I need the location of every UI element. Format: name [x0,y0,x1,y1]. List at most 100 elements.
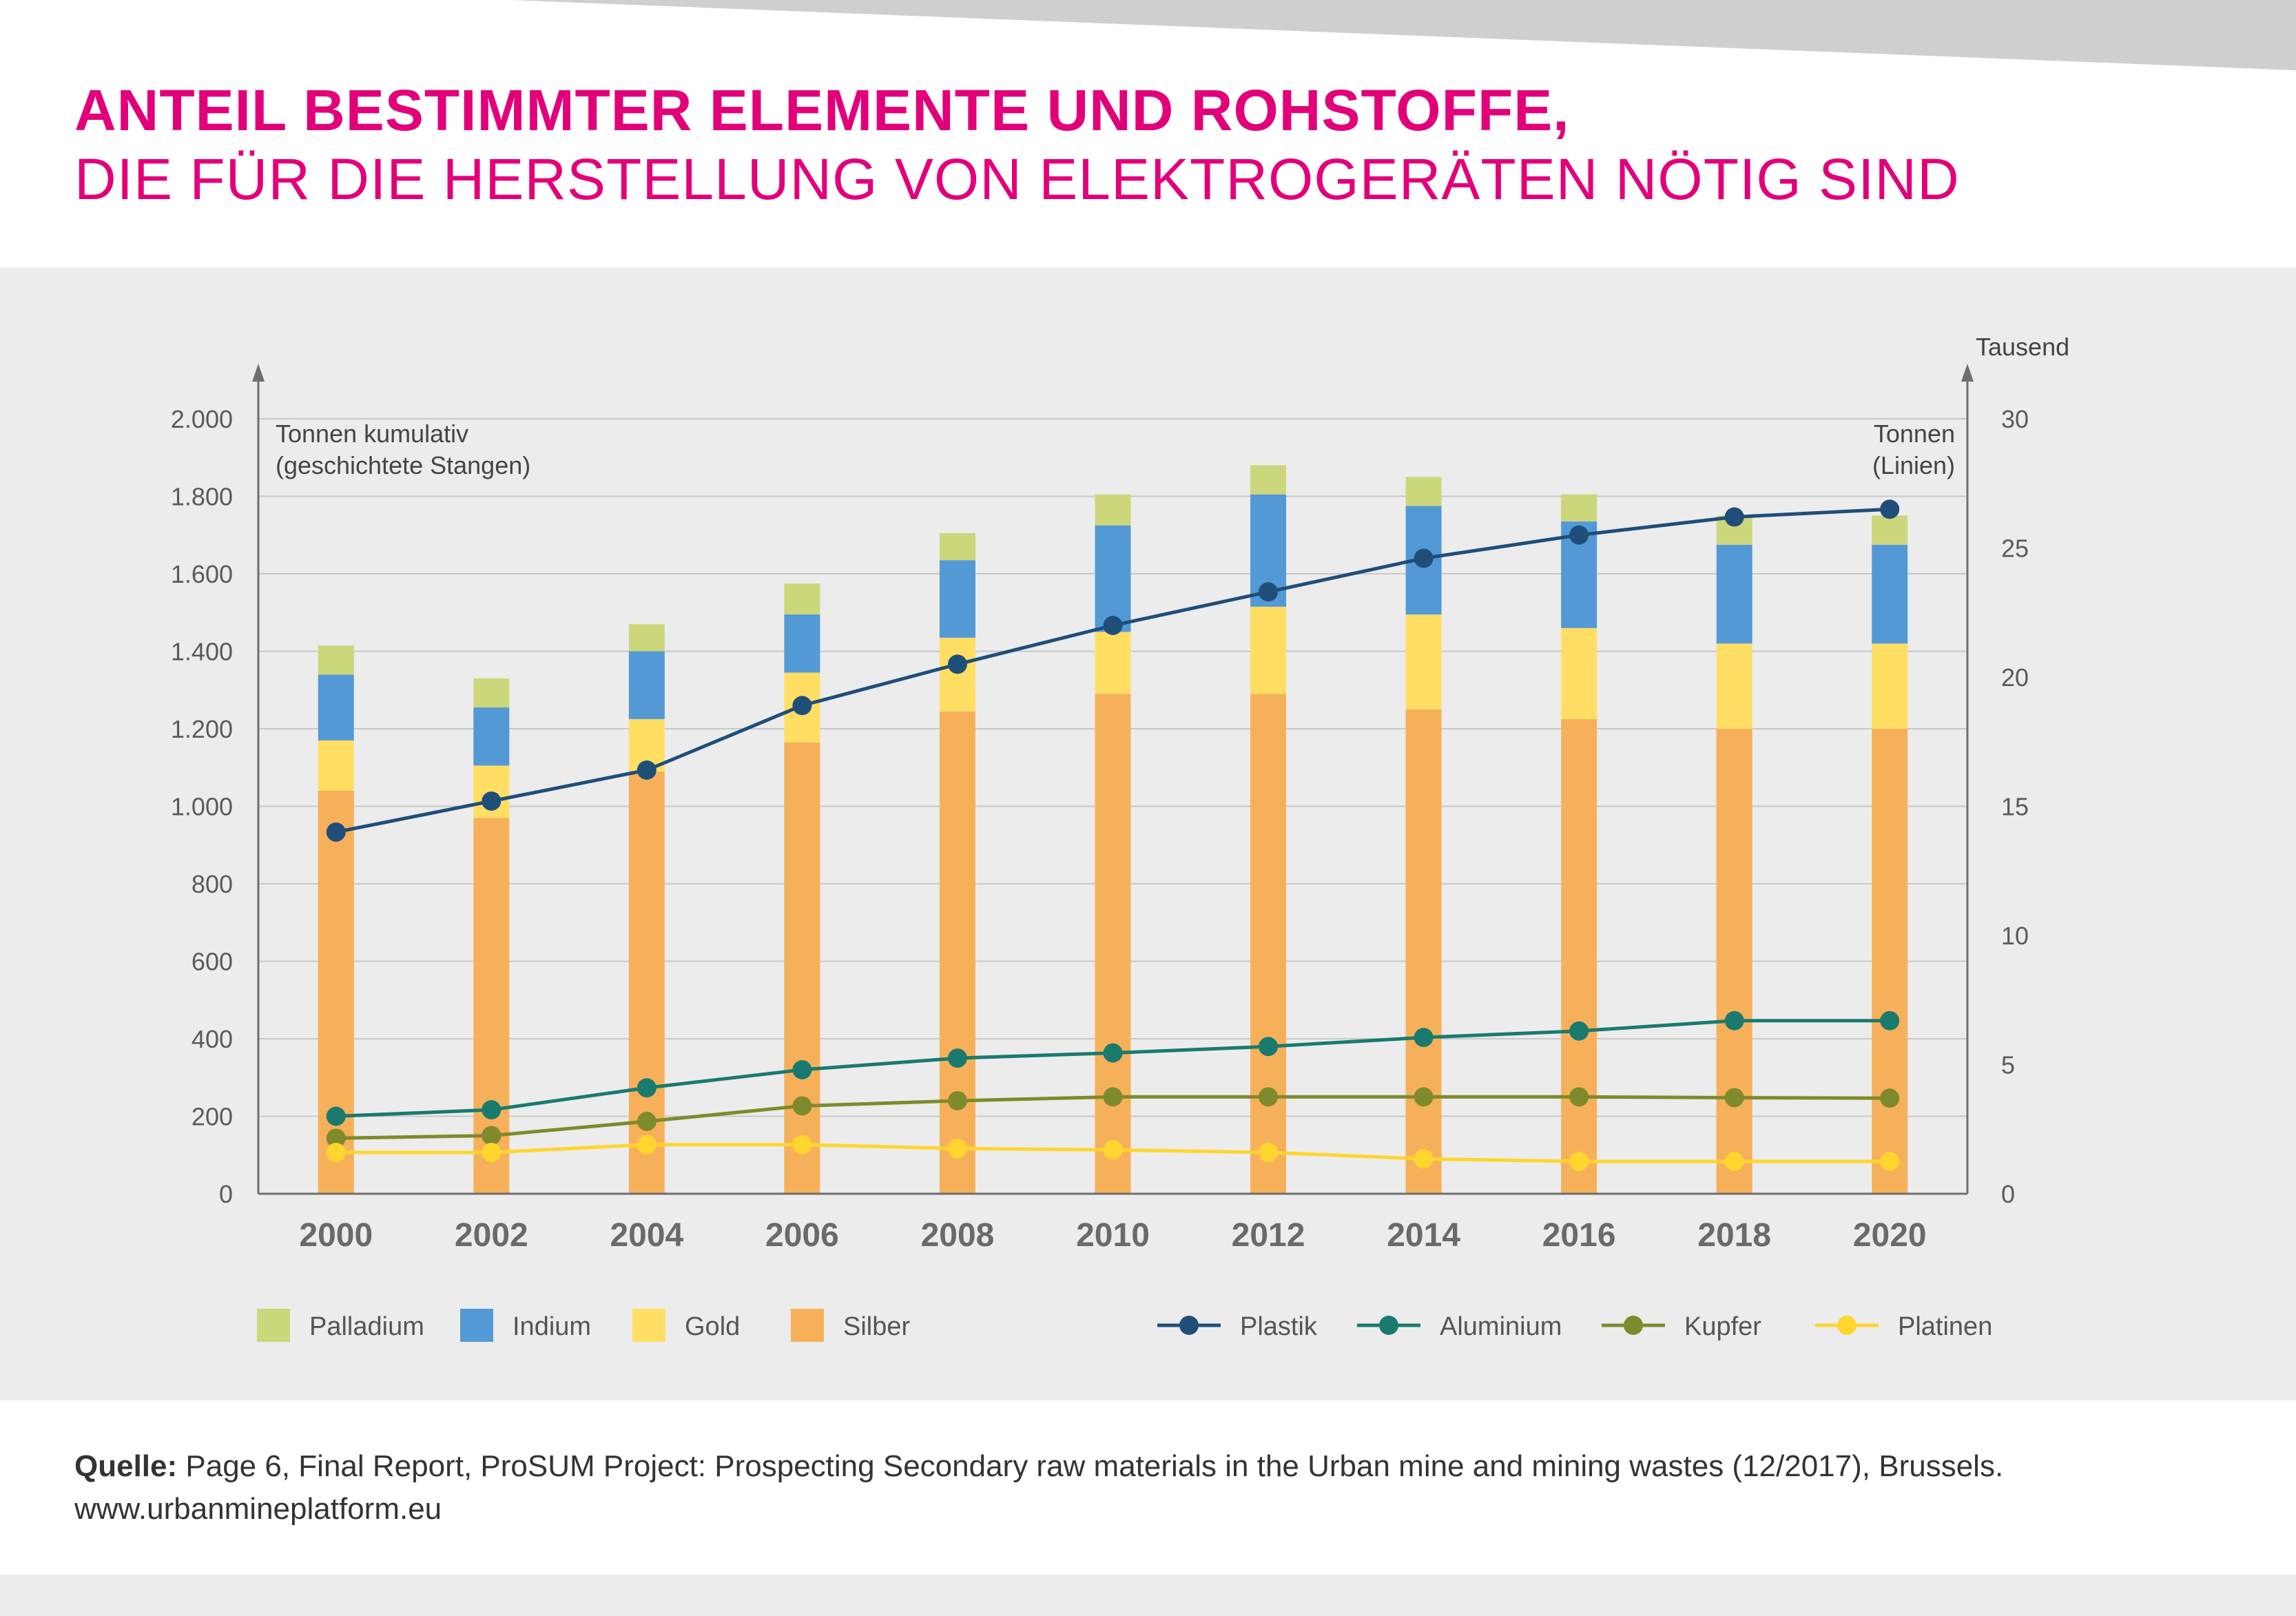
point-aluminium [637,1078,656,1098]
bar-indium [1716,544,1752,644]
bar-gold [1872,643,1908,729]
right-tick-label: 10 [2001,922,2029,950]
bar-silber [1405,709,1442,1194]
point-platinen [1259,1143,1279,1162]
line-layer [326,499,1900,1172]
point-platinen [326,1143,346,1162]
legend-marker-plastik [1179,1316,1199,1335]
point-aluminium [1103,1043,1123,1063]
legend-label-silber: Silber [843,1312,910,1341]
bar-palladium [1872,515,1908,545]
source-text: Page 6, Final Report, ProSUM Project: Pr… [185,1449,2004,1483]
point-kupfer [482,1126,501,1146]
point-kupfer [792,1096,812,1116]
left-tick-label: 2.000 [171,405,233,433]
point-plastik [1103,616,1123,635]
right-tick-label: 30 [2001,405,2029,433]
point-kupfer [637,1112,656,1131]
legend-marker-aluminium [1379,1316,1398,1335]
left-axis-title-2: (geschichtete Stangen) [276,451,530,479]
x-tick-label: 2008 [921,1217,995,1254]
point-kupfer [1880,1088,1900,1108]
bar-palladium [784,583,820,615]
right-tick-label: 15 [2001,793,2029,821]
point-plastik [326,822,346,842]
bar-gold [939,637,975,712]
left-tick-label: 0 [219,1180,233,1208]
point-aluminium [947,1048,967,1068]
point-platinen [482,1143,501,1162]
bar-palladium [1250,465,1287,495]
combo-chart: 02004006008001.0001.2001.4001.6001.8002.… [171,333,2069,1342]
left-tick-label: 1.200 [171,715,233,743]
point-kupfer [1414,1087,1434,1107]
left-tick-label: 800 [192,870,233,898]
title-line-2: DIE FÜR DIE HERSTELLUNG VON ELEKTROGERÄT… [74,147,1960,211]
right-axis-unit: Tausend [1976,333,2069,361]
right-tick-label: 20 [2001,663,2029,692]
left-tick-label: 1.600 [171,560,233,588]
point-plastik [1259,582,1279,602]
point-plastik [1880,499,1900,519]
source-label: Quelle: [74,1449,178,1483]
left-tick-label: 1.800 [171,483,233,511]
legend-label-plastik: Plastik [1240,1312,1318,1341]
point-kupfer [1103,1087,1123,1107]
legend-label-gold: Gold [685,1312,740,1341]
left-tick-label: 1.000 [171,793,233,821]
point-platinen [1414,1149,1434,1169]
text-layer: 02004006008001.0001.2001.4001.6001.8002.… [171,333,2069,1254]
point-platinen [1569,1152,1589,1172]
bar-gold [1250,606,1287,694]
point-plastik [637,760,656,780]
right-axis-arrow [1961,364,1974,382]
title-line-1: ANTEIL BESTIMMTER ELEMENTE UND ROHSTOFFE… [74,78,1570,143]
bar-silber [939,711,975,1194]
point-platinen [792,1135,812,1154]
point-platinen [1724,1152,1744,1172]
bar-silber [1250,694,1287,1194]
point-kupfer [1259,1087,1279,1107]
point-kupfer [947,1091,967,1110]
right-axis-title-1: Tonnen [1874,419,1955,448]
x-tick-label: 2012 [1232,1217,1305,1254]
legend-marker-kupfer [1624,1316,1643,1335]
bar-silber [1716,729,1752,1194]
point-kupfer [1724,1088,1744,1108]
right-tick-label: 25 [2001,535,2029,563]
point-aluminium [1259,1037,1279,1057]
point-plastik [1569,525,1589,545]
bar-gold [1405,614,1442,709]
point-platinen [1103,1140,1123,1160]
point-aluminium [792,1060,812,1079]
bar-indium [628,651,665,719]
point-platinen [947,1139,967,1159]
point-aluminium [1880,1011,1900,1030]
bar-indium [784,614,820,673]
legend-marker-platinen [1837,1316,1857,1335]
legend-label-platinen: Platinen [1898,1312,1992,1341]
bar-palladium [1405,477,1442,506]
point-plastik [792,696,812,716]
x-tick-label: 2018 [1697,1217,1771,1254]
point-kupfer [1569,1087,1589,1107]
x-tick-label: 2014 [1387,1217,1460,1254]
legend-layer: Palladium Indium Gold Silber Plastik Aluminiu… [257,1309,1992,1342]
page-title: ANTEIL BESTIMMTER ELEMENTE UND ROHSTOFFE… [74,76,2210,214]
x-tick-label: 2000 [299,1217,373,1254]
left-axis-arrow [252,364,265,382]
left-axis-title-1: Tonnen kumulativ [276,419,468,448]
bar-indium [939,560,975,638]
bar-indium [1872,544,1908,644]
bar-gold [318,740,354,791]
bar-gold [1716,643,1752,729]
point-aluminium [1724,1011,1744,1030]
point-plastik [947,654,967,674]
x-tick-label: 2006 [765,1217,839,1254]
left-tick-label: 400 [192,1025,233,1053]
legend-swatch-palladium [257,1309,290,1342]
legend-label-indium: Indium [513,1312,591,1341]
legend-swatch-silber [791,1309,824,1342]
legend-swatch-gold [632,1309,665,1342]
x-tick-label: 2004 [610,1217,683,1254]
